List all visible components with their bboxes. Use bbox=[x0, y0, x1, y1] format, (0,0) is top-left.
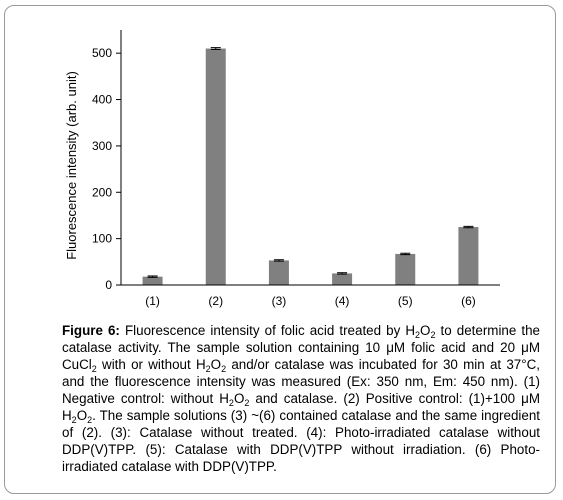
y-tick-label: 300 bbox=[92, 139, 112, 153]
caption-subscript: 2 bbox=[87, 415, 93, 425]
x-tick-label: (3) bbox=[272, 294, 287, 308]
caption-label: Figure 6: bbox=[62, 323, 120, 338]
caption-subscript: 2 bbox=[228, 398, 234, 408]
caption-subscript: 2 bbox=[71, 415, 77, 425]
y-tick-label: 0 bbox=[105, 278, 112, 292]
bars bbox=[142, 47, 479, 285]
caption-subscript: 2 bbox=[221, 364, 227, 374]
y-axis-label: Fluorescence intensity (arb. unit) bbox=[64, 71, 79, 260]
figure-caption: Figure 6: Fluorescence intensity of foli… bbox=[62, 322, 540, 475]
x-tick-label: (1) bbox=[145, 294, 160, 308]
caption-subscript: 2 bbox=[415, 330, 421, 340]
caption-text: O bbox=[210, 357, 222, 372]
caption-text: O bbox=[420, 323, 431, 338]
y-axis-ticks: 0 100 200 300 400 500 bbox=[92, 46, 121, 292]
caption-subscript: 2 bbox=[205, 364, 211, 374]
bar bbox=[332, 273, 353, 285]
caption-subscript: 2 bbox=[244, 398, 250, 408]
bar-chart: 0 100 200 300 400 500 (1) (2) (3) (4) (5) (6) Fluo… bbox=[64, 30, 500, 308]
x-axis-ticks: (1) (2) (3) (4) (5) (6) bbox=[145, 294, 476, 308]
x-tick-label: (6) bbox=[461, 294, 476, 308]
bar bbox=[142, 276, 163, 285]
x-tick-label: (2) bbox=[208, 294, 223, 308]
caption-text: O bbox=[76, 408, 88, 423]
y-tick-label: 100 bbox=[92, 232, 112, 246]
caption-text: to determine the catalase activity. The … bbox=[62, 323, 541, 372]
caption-subscript: 2 bbox=[91, 364, 97, 374]
caption-text: O bbox=[233, 391, 245, 406]
caption-text: and catalase. (2) Positive control: (1)+… bbox=[62, 391, 540, 423]
caption-text: with or without H bbox=[96, 357, 206, 372]
y-tick-label: 400 bbox=[92, 93, 112, 107]
caption-text: and/or catalase was incubated for 30 min… bbox=[62, 357, 541, 406]
x-tick-label: (4) bbox=[335, 294, 350, 308]
bar bbox=[205, 48, 226, 285]
caption-text: . The sample solutions (3) ~(6) containe… bbox=[62, 408, 540, 474]
x-tick-label: (5) bbox=[398, 294, 413, 308]
y-tick-label: 200 bbox=[92, 185, 112, 199]
caption-subscript: 2 bbox=[430, 330, 436, 340]
bar bbox=[458, 227, 479, 285]
y-tick-label: 500 bbox=[92, 46, 112, 60]
bar bbox=[268, 260, 289, 285]
bar bbox=[395, 253, 416, 285]
caption-text: Fluorescence intensity of folic acid tre… bbox=[119, 323, 416, 338]
